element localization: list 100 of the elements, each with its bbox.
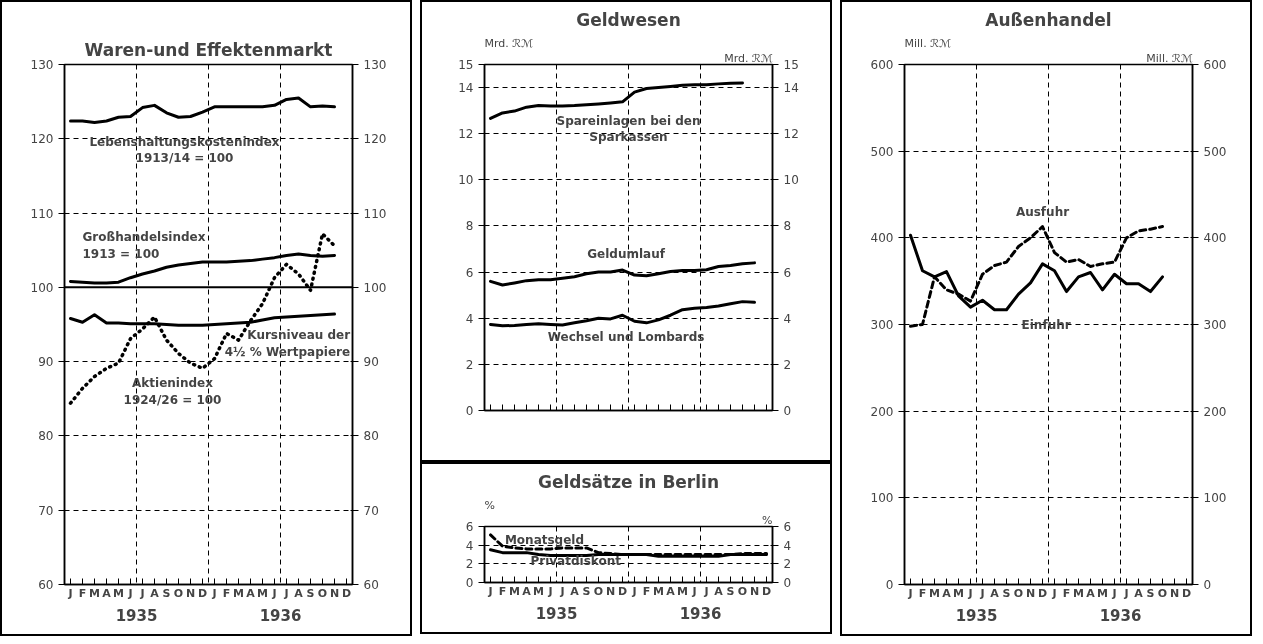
x-tick-label: M (89, 586, 100, 600)
y2-axis-title: % (762, 513, 773, 527)
x-tick-label: O (317, 586, 328, 600)
y-tick-label: 90 (38, 355, 54, 370)
x-tick-label: J (139, 586, 145, 600)
x-tick-label: A (1086, 586, 1096, 600)
y-tick-label: 2 (465, 357, 474, 372)
y-tick-label: 70 (38, 503, 54, 518)
x-tick-label: J (211, 586, 217, 600)
y-tick-label: 10 (458, 173, 474, 188)
x-tick-label: S (162, 586, 171, 600)
x-tick-label: O (737, 584, 748, 598)
y-tick-label: 0 (465, 576, 474, 590)
series-label: Monatsgeld (504, 532, 585, 547)
x-tick-label: J (1123, 586, 1129, 600)
x-tick-label: J (283, 586, 289, 600)
x-tick-label: A (990, 586, 1000, 600)
x-tick-label: F (222, 586, 231, 600)
y2-tick-label: 2 (783, 357, 792, 372)
y-axis-title: % (484, 498, 495, 512)
chart-title: Waren-und Effektenmarkt (84, 39, 333, 60)
x-tick-label: D (197, 586, 208, 600)
y2-tick-label: 2 (783, 557, 792, 572)
y-tick-label: 12 (458, 127, 474, 142)
x-tick-label: D (617, 584, 628, 598)
x-tick-label: D (1181, 586, 1192, 600)
x-tick-label: N (605, 584, 616, 598)
y-tick-label: 0 (465, 404, 474, 418)
y2-tick-label: 300 (1203, 318, 1227, 332)
y-tick-label: 14 (458, 81, 474, 96)
x-tick-label: N (749, 584, 760, 598)
x-tick-label: J (1111, 586, 1117, 600)
x-tick-label: M (533, 584, 544, 598)
x-tick-label: N (329, 586, 340, 600)
y2-tick-label: 12 (783, 127, 799, 142)
x-tick-label: F (78, 586, 87, 600)
y-tick-label: 15 (458, 58, 474, 72)
x-tick-label: M (1073, 586, 1084, 600)
x-tick-label: S (726, 584, 735, 598)
x-tick-label: O (1013, 586, 1024, 600)
x-tick-label: F (1062, 586, 1071, 600)
x-tick-label: A (150, 586, 160, 600)
x-tick-label: J (487, 584, 493, 598)
y-tick-label: 0 (885, 578, 894, 592)
series-label: Kursniveau der 4½ % Wertpapiere (224, 328, 351, 360)
y-tick-label: 8 (465, 219, 474, 234)
y2-tick-label: 15 (783, 58, 799, 72)
y2-tick-label: 4 (783, 538, 792, 553)
y2-tick-label: 110 (363, 206, 387, 221)
text: 1936 (679, 604, 722, 623)
y-tick-label: 600 (870, 58, 894, 72)
x-tick-label: A (570, 584, 580, 598)
y2-tick-label: 8 (783, 219, 792, 234)
chart-title: Außenhandel (985, 9, 1112, 30)
x-tick-label: N (185, 586, 196, 600)
x-tick-label: F (498, 584, 507, 598)
x-tick-label: S (1002, 586, 1011, 600)
y2-tick-label: 90 (363, 355, 379, 370)
y-tick-label: 100 (30, 280, 54, 295)
x-tick-label: O (1157, 586, 1168, 600)
y-tick-label: 2 (465, 557, 474, 572)
y2-tick-label: 120 (363, 132, 387, 147)
y-tick-label: 500 (870, 144, 894, 159)
y-tick-label: 4 (465, 311, 474, 326)
x-tick-label: A (666, 584, 676, 598)
y2-tick-label: 0 (783, 576, 792, 590)
x-tick-label: M (677, 584, 688, 598)
y-tick-label: 4 (465, 538, 474, 553)
text: 1935 (115, 606, 158, 625)
y-tick-label: 6 (465, 265, 474, 280)
x-tick-label: N (1025, 586, 1036, 600)
series-label: Geldumlauf (587, 246, 666, 261)
series-label: Ausfuhr (1015, 204, 1070, 219)
y-axis-title: Mrd. ℛℳ (484, 36, 534, 50)
y2-tick-label: 80 (363, 429, 379, 444)
y-axis-title: Mill. ℛℳ (904, 36, 951, 50)
text: 1936 (1099, 606, 1142, 625)
y-tick-label: 120 (30, 132, 54, 147)
y2-tick-label: 500 (1203, 144, 1227, 159)
x-tick-label: J (127, 586, 133, 600)
x-tick-label: J (547, 584, 553, 598)
x-tick-label: S (306, 586, 315, 600)
x-tick-label: J (979, 586, 985, 600)
y2-tick-label: 6 (783, 520, 792, 534)
y-tick-label: 130 (30, 58, 54, 72)
x-tick-label: M (113, 586, 124, 600)
y-tick-label: 110 (30, 206, 54, 221)
y2-tick-label: 4 (783, 311, 792, 326)
x-tick-label: M (929, 586, 940, 600)
y2-tick-label: 400 (1203, 231, 1227, 246)
text: 1935 (535, 604, 578, 623)
x-tick-label: M (653, 584, 664, 598)
x-tick-label: M (257, 586, 268, 600)
x-tick-label: J (691, 584, 697, 598)
x-tick-label: S (582, 584, 591, 598)
x-tick-label: D (341, 586, 352, 600)
x-tick-label: D (761, 584, 772, 598)
y2-tick-label: 0 (1203, 578, 1212, 592)
x-tick-label: A (102, 586, 112, 600)
y2-tick-label: 0 (783, 404, 792, 418)
